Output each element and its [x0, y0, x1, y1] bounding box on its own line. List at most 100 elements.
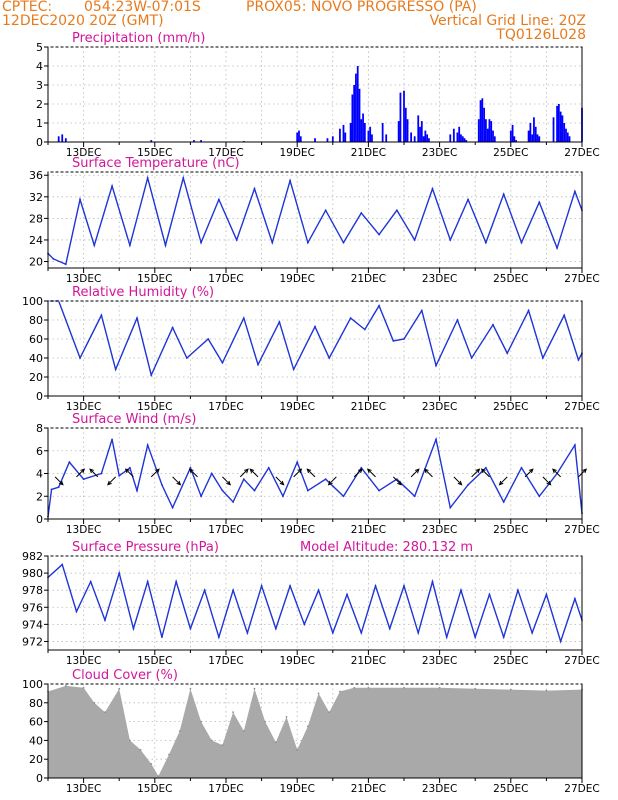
x-tick-label: 17DEC [208, 401, 243, 413]
series-point [118, 572, 121, 574]
cloud-cover-point [150, 763, 153, 765]
panel-4 [44, 427, 588, 524]
y-tick-label: 100 [22, 295, 43, 308]
series-point [136, 317, 138, 319]
series-point [342, 241, 345, 244]
y-tick-label: 24 [29, 234, 43, 247]
wind-vector-arrow [293, 468, 303, 478]
precip-bar [490, 121, 493, 142]
series-point [146, 177, 149, 179]
series-point [360, 212, 363, 214]
x-tick-label: 21DEC [351, 655, 386, 667]
precip-bar [566, 132, 569, 142]
x-tick-label: 27DEC [564, 273, 599, 285]
x-tick-label: 25DEC [493, 655, 528, 667]
series-point [282, 495, 284, 498]
cloud-cover-point [118, 687, 121, 690]
y-tick-label: 972 [22, 635, 43, 648]
series-point [413, 495, 416, 498]
series-point [232, 589, 235, 592]
precip-bar [200, 140, 202, 142]
series-point [50, 488, 53, 491]
wind-vector-arrow [172, 476, 182, 486]
precip-bar [486, 128, 489, 142]
precip-bar [358, 88, 361, 142]
x-tick-label: 15DEC [137, 147, 172, 159]
series-point [470, 357, 473, 359]
precip-bar [339, 128, 341, 142]
precip-bar [413, 136, 416, 142]
cloud-cover-point [64, 684, 67, 687]
x-tick-label: 27DEC [564, 783, 599, 795]
precip-bar [355, 73, 357, 142]
series-point [545, 593, 548, 596]
precip-bar [314, 138, 316, 142]
cloud-cover-point [285, 716, 288, 718]
series-point [64, 263, 67, 266]
panel-1 [44, 46, 583, 147]
precip-bar [356, 66, 359, 142]
y-tick-label: 0 [36, 136, 43, 149]
series-point [303, 623, 306, 626]
cloud-cover-point [232, 711, 235, 714]
precip-bar [331, 136, 334, 142]
series-point [573, 190, 576, 193]
precip-bar [509, 130, 512, 142]
y-tick-label: 80 [29, 314, 43, 327]
x-tick-label: 23DEC [422, 401, 457, 413]
series-point [417, 632, 420, 634]
cloud-cover-point [253, 687, 256, 690]
series-point [104, 619, 106, 621]
series-point [146, 444, 149, 446]
series-point [100, 472, 103, 475]
precip-bar [426, 134, 429, 142]
panel-title: Cloud Cover (%) [72, 668, 178, 683]
precip-bar [529, 123, 532, 142]
series-point [271, 241, 274, 244]
x-tick-label: 25DEC [493, 401, 528, 413]
cloud-cover-point [317, 692, 320, 695]
series-point [435, 438, 437, 441]
series-point [531, 632, 534, 634]
panel-3 [44, 300, 583, 401]
series-point [118, 474, 121, 477]
wind-vector-arrow [76, 468, 86, 478]
y-tick-label: 978 [22, 584, 43, 597]
precip-bar [353, 85, 356, 142]
series-point [217, 198, 220, 201]
wind-vector-arrow [524, 468, 534, 478]
wind-vector-arrow [306, 468, 316, 478]
series-point [185, 357, 188, 359]
panel-2 [44, 171, 583, 273]
series-point [374, 585, 377, 587]
series-point [75, 610, 78, 613]
series-point [563, 314, 566, 317]
series-point [267, 466, 270, 469]
y-tick-label: 6 [36, 445, 43, 458]
y-tick-label: 20 [29, 753, 43, 766]
series-point [556, 247, 558, 249]
wind-vector-arrow [498, 476, 508, 486]
precip-bar [385, 134, 388, 142]
precip-bar [511, 124, 514, 142]
y-tick-label: 980 [22, 567, 43, 580]
precip-bar [399, 92, 402, 142]
series-point [111, 438, 113, 441]
series-point [349, 317, 352, 319]
series-point [403, 338, 405, 340]
series-point [232, 501, 235, 503]
precip-bar [381, 123, 384, 142]
series-point [460, 589, 462, 592]
cloud-cover-point [168, 753, 170, 756]
y-tick-label: 3 [36, 79, 43, 92]
precip-bar [296, 132, 299, 142]
series-point [114, 368, 117, 371]
series-point [52, 257, 55, 260]
x-tick-label: 13DEC [66, 524, 101, 536]
wind-vector-arrow [471, 468, 481, 478]
series-point [242, 478, 245, 481]
series-point [317, 589, 320, 592]
y-tick-label: 0 [36, 513, 43, 526]
series-point [253, 187, 256, 190]
x-tick-label: 17DEC [208, 524, 243, 536]
